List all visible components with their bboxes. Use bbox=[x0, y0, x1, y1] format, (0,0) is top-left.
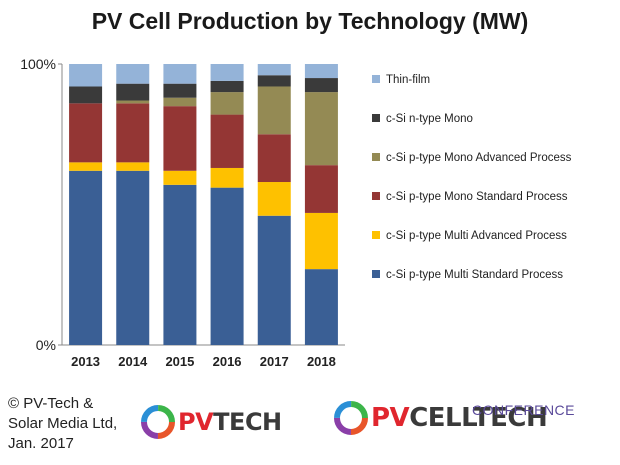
bar-segment-2018-0 bbox=[304, 269, 338, 345]
bar-segment-2015-3 bbox=[163, 97, 197, 107]
x-tick-label: 2016 bbox=[213, 354, 242, 369]
legend-swatch bbox=[372, 114, 380, 122]
chart-title: PV Cell Production by Technology (MW) bbox=[91, 8, 529, 34]
bar-segment-2018-2 bbox=[304, 165, 338, 213]
bar-segment-2015-5 bbox=[163, 64, 197, 84]
bar-segment-2016-0 bbox=[210, 187, 244, 345]
bar-segment-2014-4 bbox=[116, 83, 150, 101]
legend-label: c-Si p-type Multi Standard Process bbox=[386, 269, 563, 281]
conference-label: CONFERENCE bbox=[472, 402, 576, 418]
pvcelltech-pv-text: PV bbox=[371, 403, 410, 433]
bar-segment-2014-0 bbox=[116, 170, 150, 345]
bar-segment-2016-1 bbox=[210, 167, 244, 188]
bar-segment-2018-5 bbox=[304, 64, 338, 79]
legend-label: c-Si p-type Multi Advanced Process bbox=[386, 230, 567, 242]
pvcelltech-logo: PVCELLTECH bbox=[333, 400, 548, 436]
bar-segment-2013-2 bbox=[69, 103, 103, 163]
bar-segment-2013-5 bbox=[69, 64, 103, 87]
bar-segment-2014-1 bbox=[116, 162, 150, 171]
bar-segment-2017-1 bbox=[257, 182, 291, 216]
bar-segment-2018-4 bbox=[304, 78, 338, 93]
bar-segment-2016-4 bbox=[210, 80, 244, 93]
pvtech-swirl-icon bbox=[141, 405, 175, 439]
bar-segment-2013-0 bbox=[69, 170, 103, 345]
copyright-credit: © PV-Tech & Solar Media Ltd, Jan. 2017 bbox=[8, 394, 138, 454]
x-tick-label: 2013 bbox=[71, 354, 100, 369]
credit-line-3: Jan. 2017 bbox=[8, 435, 74, 452]
bar-segment-2017-3 bbox=[257, 86, 291, 135]
bar-segment-2015-1 bbox=[163, 170, 197, 185]
legend-label: c-Si p-type Mono Standard Process bbox=[386, 191, 568, 203]
pvcelltech-swirl-icon bbox=[334, 401, 368, 435]
legend-swatch bbox=[372, 192, 380, 200]
bar-segment-2017-2 bbox=[257, 134, 291, 183]
credit-line-1: © PV-Tech & bbox=[8, 395, 94, 412]
bar-segment-2016-2 bbox=[210, 114, 244, 168]
legend-label: c-Si p-type Mono Advanced Process bbox=[386, 152, 572, 164]
pvcelltech-celltech-text: CELLTECH bbox=[409, 403, 548, 433]
bar-segment-2018-1 bbox=[304, 212, 338, 270]
bar-segment-2015-4 bbox=[163, 83, 197, 98]
bar-segment-2014-5 bbox=[116, 64, 150, 84]
bar-segment-2016-3 bbox=[210, 92, 244, 115]
bar-segment-2017-0 bbox=[257, 215, 291, 345]
bar-segment-2014-3 bbox=[116, 100, 150, 104]
pvtech-pv-text: PV bbox=[178, 408, 214, 436]
bar-segment-2017-5 bbox=[257, 64, 291, 76]
plot-area: 100% 0% 2013 2014 2015 2016 2017 2018 bbox=[20, 56, 345, 369]
bar-segment-2018-3 bbox=[304, 92, 338, 166]
pvcelltech-wordmark: PVCELLTECH bbox=[371, 403, 548, 433]
bar-segment-2015-0 bbox=[163, 184, 197, 345]
x-tick-label: 2018 bbox=[307, 354, 336, 369]
pvtech-wordmark: PVTECH bbox=[178, 410, 282, 434]
legend-swatch bbox=[372, 231, 380, 239]
x-tick-label: 2015 bbox=[165, 354, 194, 369]
y-tick-label: 0% bbox=[36, 337, 56, 353]
y-tick-label: 100% bbox=[20, 56, 56, 72]
chart-legend: Thin-film c-Si n-type Mono c-Si p-type Mon… bbox=[372, 74, 572, 281]
bar-segment-2016-5 bbox=[210, 64, 244, 81]
pvtech-logo: PVTECH bbox=[140, 404, 282, 440]
credit-line-2: Solar Media Ltd, bbox=[8, 415, 118, 432]
x-tick-label: 2014 bbox=[118, 354, 148, 369]
bar-segment-2013-4 bbox=[69, 86, 103, 104]
bar-segment-2017-4 bbox=[257, 75, 291, 87]
x-tick-label: 2017 bbox=[260, 354, 289, 369]
legend-swatch bbox=[372, 75, 380, 83]
bar-segment-2014-2 bbox=[116, 103, 150, 163]
bar-segment-2015-2 bbox=[163, 106, 197, 171]
legend-swatch bbox=[372, 153, 380, 161]
bar-segment-2013-1 bbox=[69, 162, 103, 171]
legend-swatch bbox=[372, 270, 380, 278]
legend-label: c-Si n-type Mono bbox=[386, 113, 473, 125]
legend-label: Thin-film bbox=[386, 74, 430, 86]
pvtech-tech-text: TECH bbox=[213, 408, 282, 436]
